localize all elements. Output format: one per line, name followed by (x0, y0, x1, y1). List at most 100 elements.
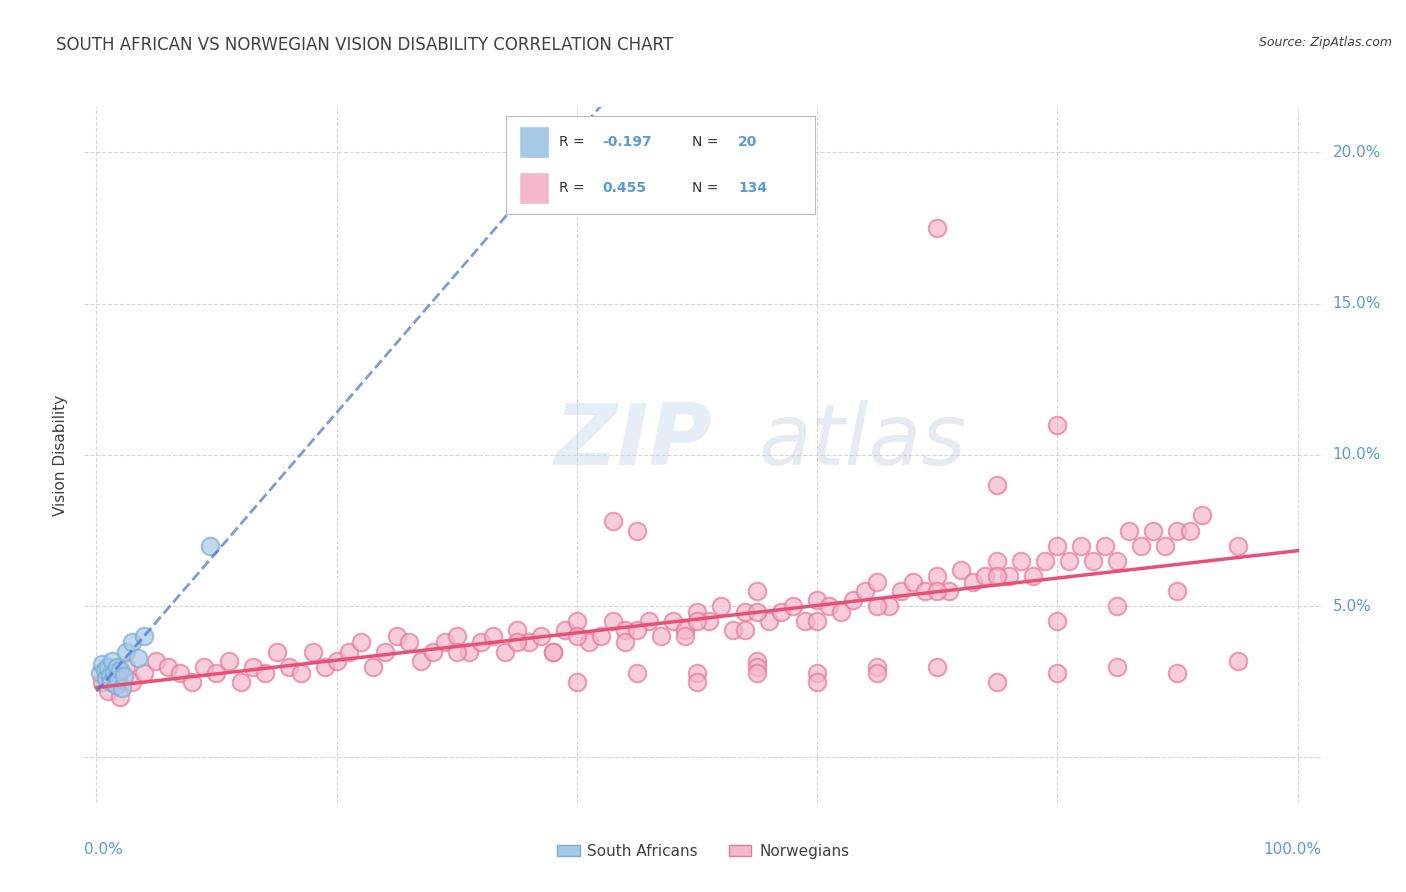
Point (104, 678, 127, 692)
Point (127, 650, 149, 665)
Text: SOUTH AFRICAN VS NORWEGIAN VISION DISABILITY CORRELATION CHART: SOUTH AFRICAN VS NORWEGIAN VISION DISABI… (56, 36, 673, 54)
Text: ZIP: ZIP (554, 400, 713, 483)
Point (626, 524, 648, 538)
Point (662, 615, 685, 629)
Point (686, 615, 709, 629)
Point (1046, 539, 1069, 553)
Bar (519, 172, 550, 204)
Point (866, 665, 889, 680)
Point (541, 644, 564, 658)
Point (103, 665, 125, 680)
Point (89, 665, 111, 680)
Point (842, 593, 865, 607)
Point (853, 584, 876, 599)
Point (673, 624, 696, 638)
Point (1191, 508, 1213, 523)
Point (541, 644, 564, 658)
Point (91, 674, 114, 689)
Point (758, 615, 780, 629)
Point (470, 635, 492, 649)
Point (218, 654, 240, 668)
Text: 0.0%: 0.0% (84, 842, 124, 856)
Text: N =: N = (692, 136, 723, 150)
Point (745, 654, 768, 668)
Point (193, 659, 215, 673)
Point (121, 635, 143, 649)
Point (91, 657, 114, 671)
Point (927, 569, 949, 583)
Point (877, 599, 900, 614)
Bar (519, 126, 550, 158)
Y-axis label: Vision Disability: Vision Disability (53, 394, 69, 516)
Point (94, 663, 117, 677)
Point (506, 624, 529, 638)
Point (1107, 554, 1129, 568)
Point (314, 659, 336, 673)
Text: 100.0%: 100.0% (1264, 842, 1322, 856)
Point (115, 644, 138, 658)
Point (745, 584, 768, 599)
Point (1226, 654, 1249, 668)
Point (986, 478, 1008, 492)
Point (517, 635, 540, 649)
Point (927, 221, 949, 235)
Point (266, 644, 288, 658)
Point (745, 659, 768, 673)
Point (866, 574, 889, 589)
Point (602, 615, 624, 629)
Point (253, 665, 276, 680)
Point (890, 584, 912, 599)
Point (112, 669, 135, 683)
Point (1130, 539, 1153, 553)
Point (818, 599, 841, 614)
Point (602, 515, 624, 529)
Point (121, 674, 143, 689)
Point (481, 629, 503, 643)
Point (105, 659, 128, 673)
Point (638, 615, 661, 629)
Point (554, 624, 576, 638)
Point (145, 654, 167, 668)
Text: -0.197: -0.197 (602, 136, 651, 150)
Point (734, 605, 756, 619)
Point (927, 659, 949, 673)
Point (974, 569, 997, 583)
Point (157, 659, 180, 673)
Point (1226, 539, 1249, 553)
Point (806, 593, 828, 607)
Point (94, 672, 117, 686)
Point (998, 569, 1021, 583)
Point (950, 563, 973, 577)
Point (686, 605, 709, 619)
Point (101, 654, 124, 668)
Point (1010, 554, 1032, 568)
Point (1046, 665, 1069, 680)
Point (734, 624, 756, 638)
Point (100, 674, 122, 689)
Point (1070, 539, 1092, 553)
Point (745, 665, 768, 680)
Point (1178, 524, 1201, 538)
Point (1033, 554, 1056, 568)
Point (110, 663, 132, 677)
Point (1046, 417, 1069, 432)
Point (626, 624, 648, 638)
Point (457, 644, 479, 658)
Text: 20.0%: 20.0% (1333, 145, 1381, 160)
Legend: South Africans, Norwegians: South Africans, Norwegians (551, 838, 855, 864)
Text: R =: R = (558, 180, 589, 194)
Point (1142, 524, 1164, 538)
Point (325, 654, 347, 668)
Point (565, 629, 588, 643)
Point (290, 665, 312, 680)
Point (745, 605, 768, 619)
Point (110, 681, 132, 695)
Point (962, 574, 984, 589)
Point (613, 635, 636, 649)
Text: R =: R = (558, 136, 589, 150)
Point (565, 615, 588, 629)
Point (398, 635, 420, 649)
Point (806, 674, 828, 689)
Point (782, 599, 804, 614)
Point (866, 659, 889, 673)
